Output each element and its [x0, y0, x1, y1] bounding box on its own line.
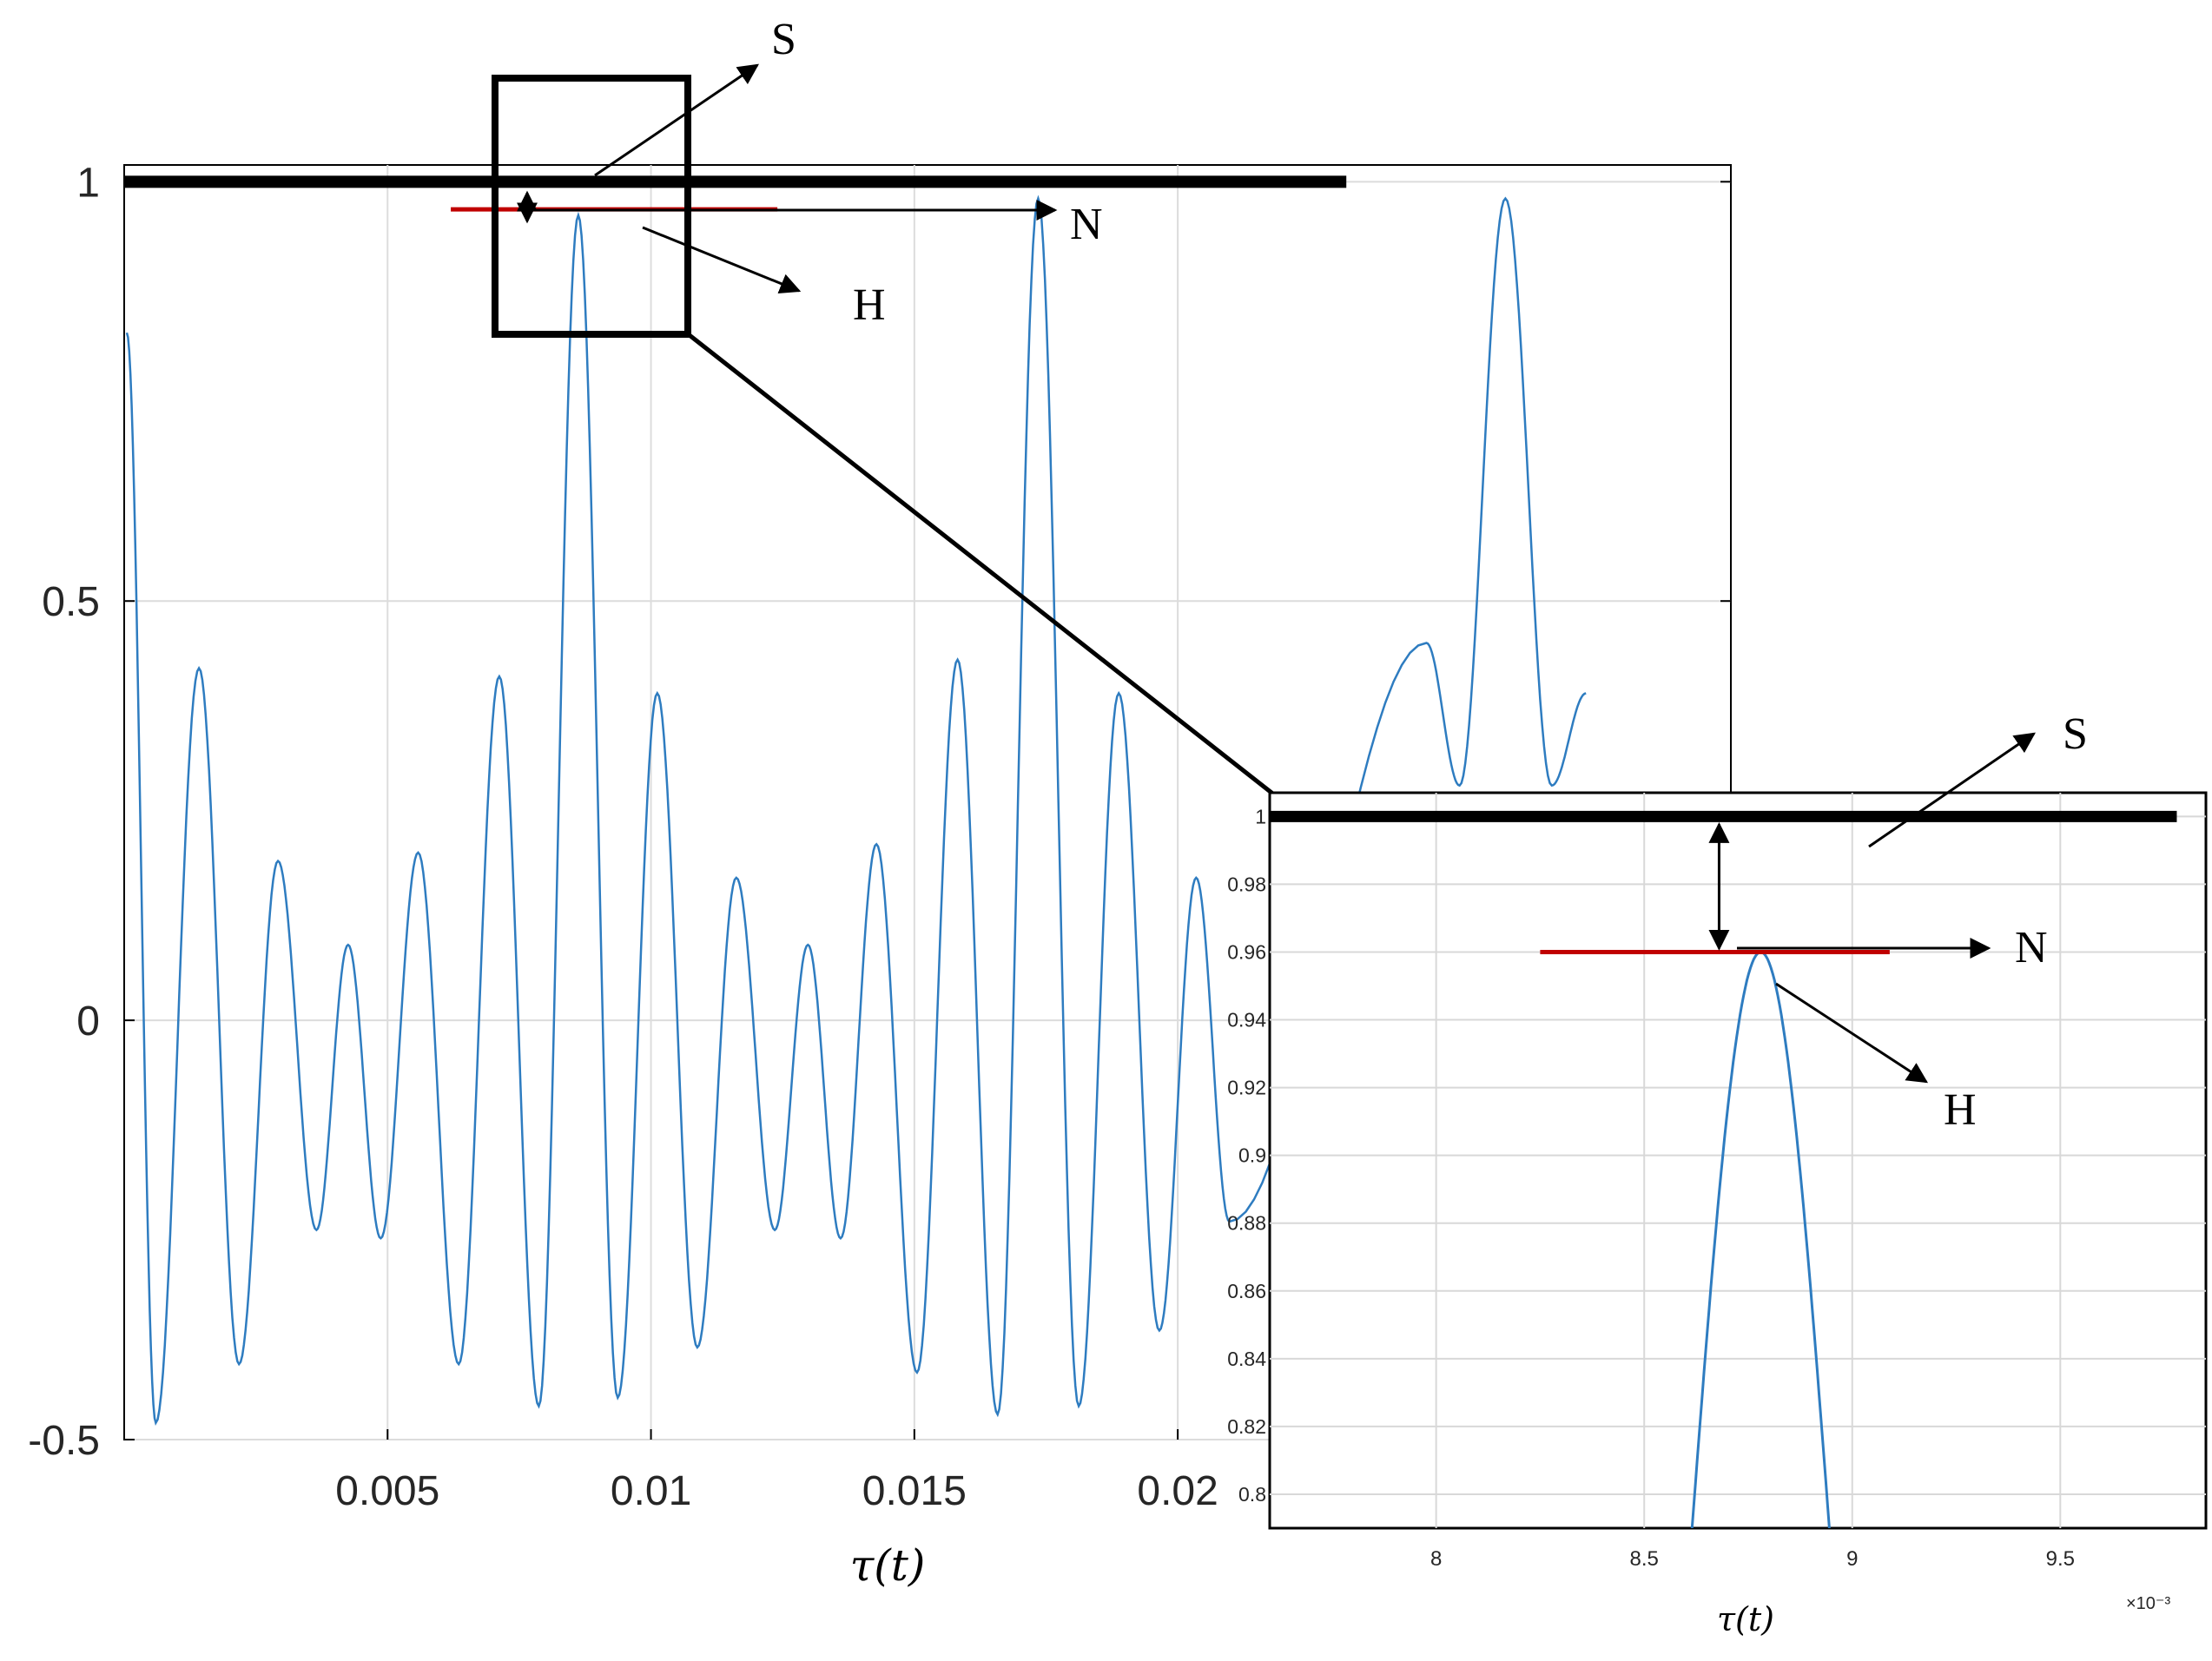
- main-annotations: S N H: [517, 15, 1103, 330]
- inset-y-tick-label: 0.88: [1227, 1212, 1266, 1235]
- inset-x-tick-label: 8.5: [1630, 1547, 1659, 1571]
- inset-annotations: S N H: [1708, 709, 2088, 1135]
- inset-y-tick-label: 0.96: [1227, 940, 1266, 963]
- main-s-arrow: [594, 63, 759, 177]
- main-x-axis-label: τ(t): [850, 1540, 926, 1591]
- zoom-connector: [684, 331, 1277, 797]
- inset-x-tick-label: 8: [1430, 1547, 1442, 1571]
- inset-h-label: H: [1944, 1085, 1977, 1135]
- inset-y-tick-label: 0.84: [1227, 1348, 1266, 1370]
- inset-x-tick-label: 9.5: [2046, 1547, 2075, 1571]
- main-y-tick-label: 0: [76, 999, 100, 1045]
- inset-y-tick-label: 0.86: [1227, 1280, 1266, 1302]
- main-y-tick-label: 0.5: [42, 579, 100, 625]
- inset-y-tick-label: 0.82: [1227, 1415, 1266, 1438]
- main-x-tick-label: 0.015: [862, 1468, 967, 1514]
- main-s-label: S: [771, 15, 796, 64]
- inset-s-arrow: [1868, 732, 2036, 848]
- inset-y-tick-label: 1: [1255, 805, 1266, 827]
- inset-n-label: N: [2015, 923, 2048, 972]
- main-ticks: 0.005 0.01 0.015 0.02 -0.5 0 0.5 1: [28, 160, 1731, 1514]
- main-n-label: N: [1070, 200, 1103, 249]
- inset-reference-lines: [1270, 810, 2177, 954]
- inset-y-tick-label: 0.8: [1238, 1483, 1266, 1506]
- main-y-tick-label: -0.5: [28, 1418, 100, 1464]
- inset-h-arrow: [1775, 982, 1929, 1084]
- zoom-box: [492, 75, 691, 338]
- main-h-label: H: [853, 280, 886, 330]
- inset-s-label: S: [2063, 709, 2088, 759]
- main-x-tick-label: 0.02: [1137, 1468, 1218, 1514]
- inset-x-tick-label: 9: [1846, 1547, 1858, 1571]
- inset-y-tick-label: 0.92: [1227, 1077, 1266, 1099]
- inset-ticks: 8 8.5 9 9.5 0.8 0.82 0.84 0.86 0.88 0.9 0.92 0.94 0.…: [1227, 805, 2075, 1571]
- main-x-tick-label: 0.01: [611, 1468, 691, 1514]
- inset-x-multiplier: ×10⁻³: [2126, 1594, 2170, 1613]
- inset-y-tick-label: 0.98: [1227, 873, 1266, 895]
- main-h-arrow: [642, 226, 802, 294]
- main-y-tick-label: 1: [76, 160, 100, 206]
- inset-y-tick-label: 0.9: [1238, 1144, 1266, 1167]
- inset-plot: 8 8.5 9 9.5 0.8 0.82 0.84 0.86 0.88 0.9 0.92 0.94 0.…: [1227, 791, 2208, 1638]
- inset-background: [1268, 791, 2208, 1530]
- main-signal-line: [125, 194, 1587, 1427]
- main-x-tick-label: 0.005: [335, 1468, 439, 1514]
- inset-y-tick-label: 0.94: [1227, 1009, 1266, 1032]
- inset-x-axis-label: τ(t): [1717, 1600, 1774, 1638]
